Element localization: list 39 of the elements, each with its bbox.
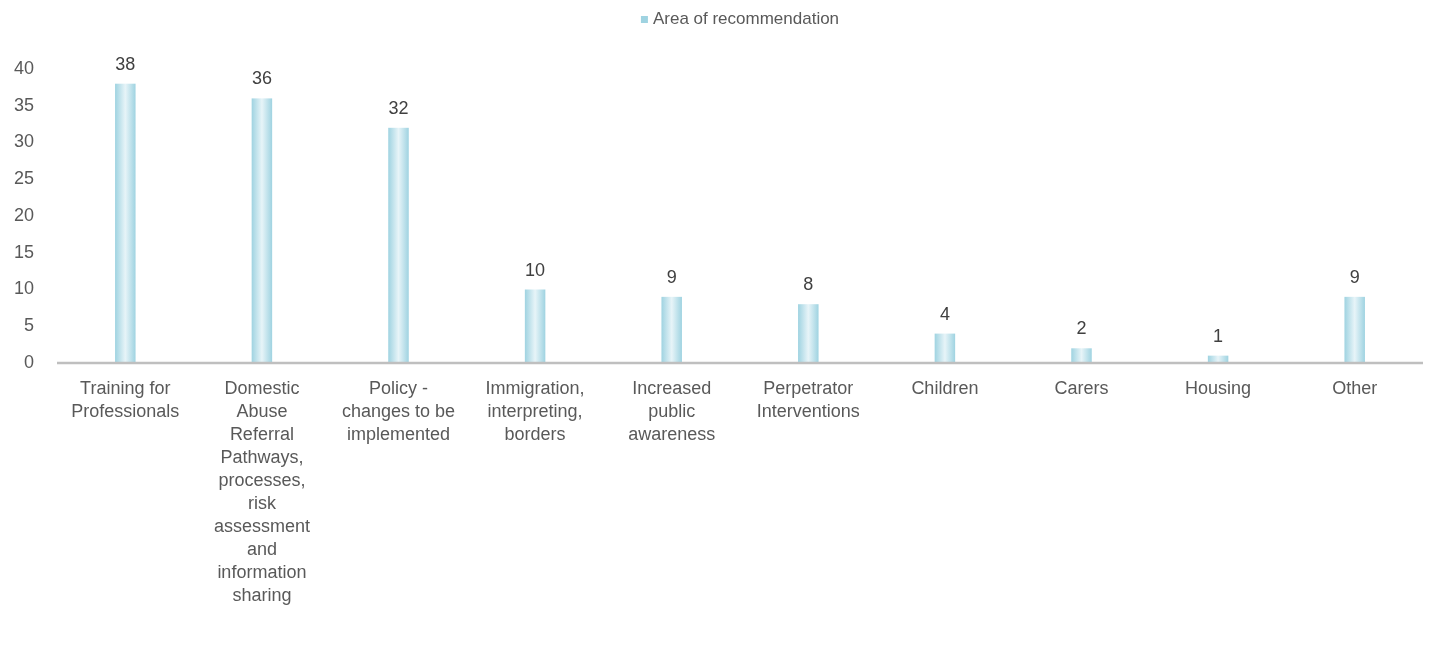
y-tick-label: 35 <box>13 94 34 115</box>
bar <box>388 127 409 363</box>
data-label: 2 <box>1076 318 1087 339</box>
data-label: 36 <box>251 68 272 89</box>
data-label: 38 <box>115 53 136 74</box>
data-label: 4 <box>939 303 950 324</box>
y-tick-label: 15 <box>13 241 34 262</box>
y-tick-label: 30 <box>13 131 34 152</box>
data-label: 1 <box>1213 325 1224 346</box>
data-label: 10 <box>525 259 546 280</box>
bar <box>251 98 273 363</box>
data-label: 9 <box>1349 266 1360 287</box>
x-tick-label: Carers <box>1054 378 1109 398</box>
x-tick-label: Children <box>911 378 979 398</box>
bar <box>524 289 546 363</box>
bar <box>115 83 136 363</box>
legend-label: Area of recommendation <box>652 9 840 29</box>
bar <box>798 304 819 363</box>
x-tick-label: Perpetrator Interventions <box>756 378 860 421</box>
x-tick-label: Training for Professionals <box>71 378 180 421</box>
bar <box>934 333 956 363</box>
x-tick-label: Increased public awareness <box>628 378 716 444</box>
bar <box>661 296 682 363</box>
bar <box>1344 296 1365 363</box>
y-tick-label: 10 <box>13 278 34 299</box>
x-tick-label: Housing <box>1185 378 1252 398</box>
y-tick-label: 0 <box>23 351 34 372</box>
category-label: Domestic Abuse Referral Pathways, processes, risk assessment and information sharing <box>213 378 310 605</box>
x-tick-label: Policy - changes to be implemented <box>341 378 456 444</box>
y-tick-label: 25 <box>13 168 34 188</box>
data-label: 8 <box>803 274 814 295</box>
x-tick-label: Immigration, interpreting, borders <box>485 378 585 444</box>
y-tick-label: 20 <box>13 204 34 225</box>
y-tick-label: 5 <box>23 315 34 335</box>
data-label: 32 <box>388 97 409 118</box>
y-tick-label: 40 <box>13 57 34 78</box>
bar <box>1071 348 1092 363</box>
x-tick-label: Other <box>1332 378 1378 398</box>
data-label: 9 <box>666 266 677 287</box>
